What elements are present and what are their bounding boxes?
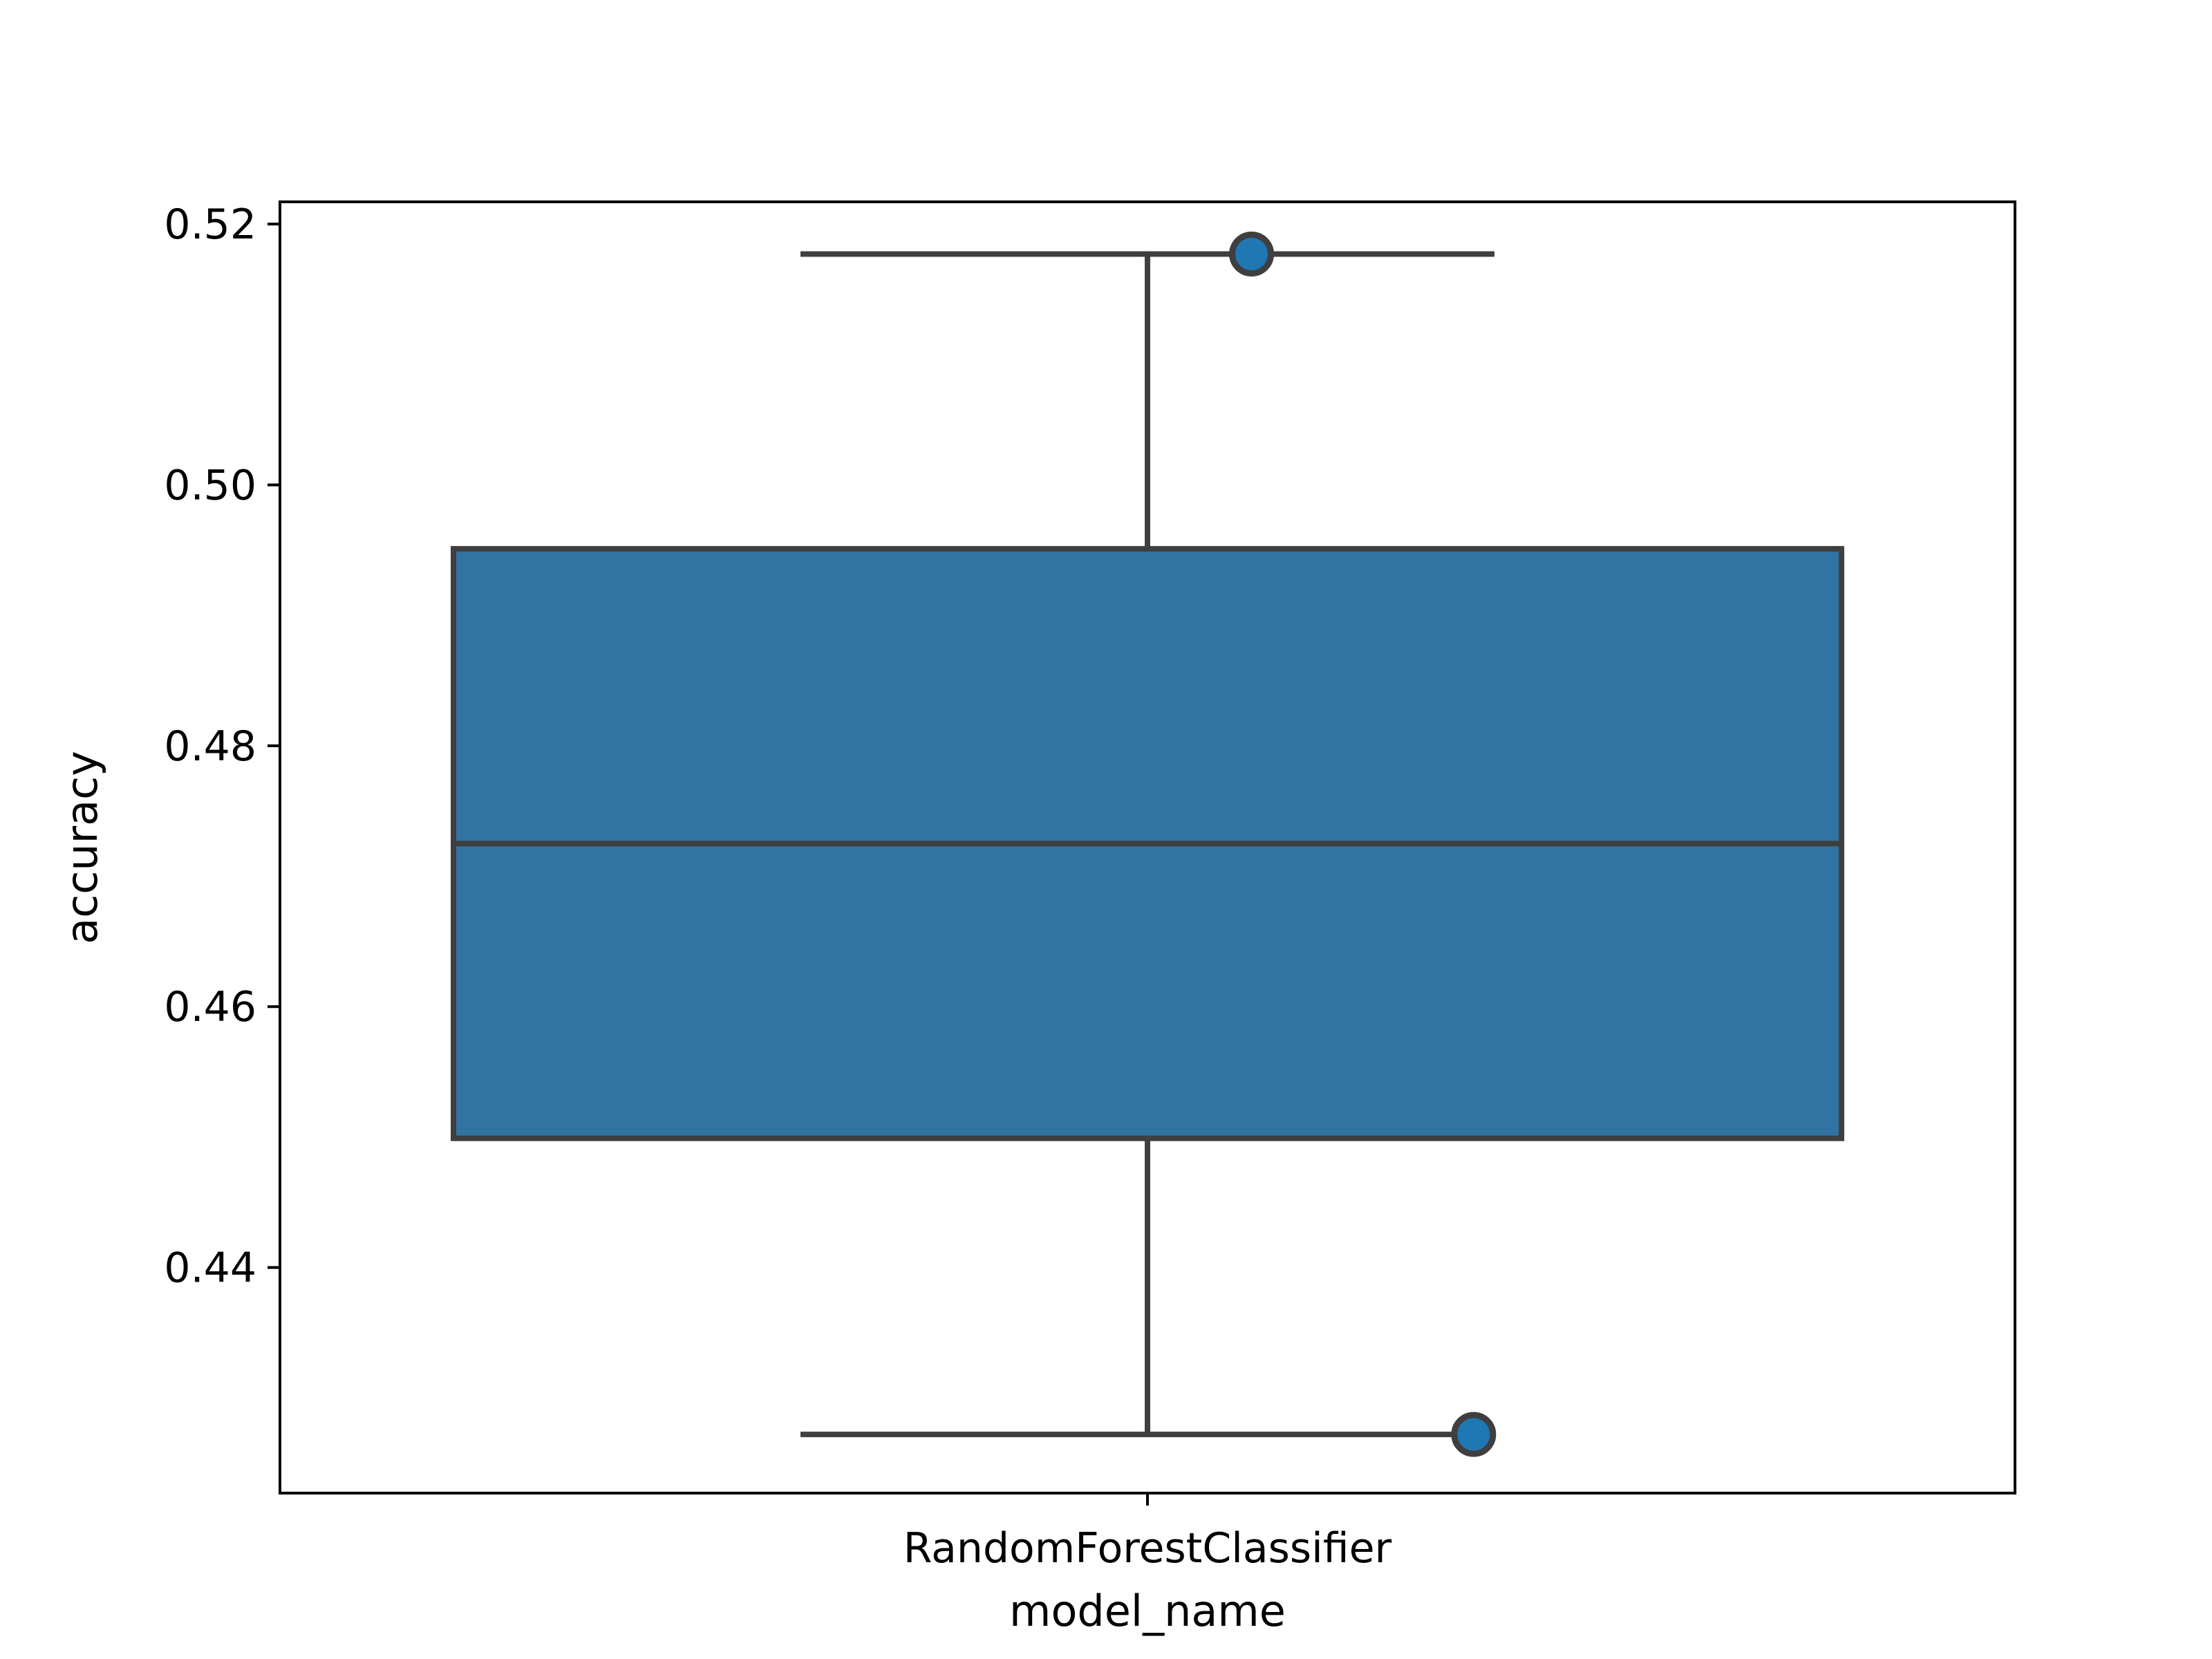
y-tick-label: 0.48: [164, 722, 256, 771]
plot-layer: [451, 231, 1844, 1457]
data-point: [1451, 1412, 1497, 1457]
x-axis-label: model_name: [1009, 1586, 1286, 1636]
y-tick-label: 0.52: [164, 200, 256, 249]
y-tick-label: 0.50: [164, 461, 256, 509]
y-axis-ticks: 0.44 0.46 0.48 0.50 0.52: [164, 200, 280, 1293]
y-axis-label: accuracy: [57, 751, 107, 944]
y-tick-label: 0.44: [164, 1244, 256, 1293]
x-tick-label: RandomForestClassifier: [903, 1524, 1392, 1573]
x-axis-ticks: RandomForestClassifier: [903, 1493, 1392, 1573]
data-point: [1229, 231, 1275, 276]
y-tick-label: 0.46: [164, 983, 256, 1031]
